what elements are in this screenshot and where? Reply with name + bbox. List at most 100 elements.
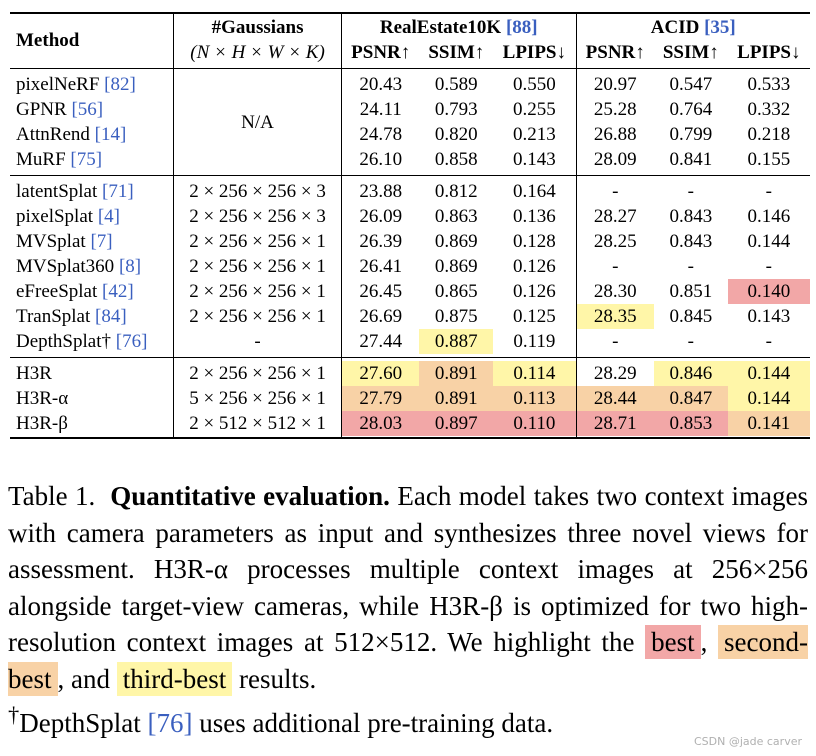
method-name: AttnRend (16, 124, 95, 145)
header-method: Method (10, 15, 175, 65)
method-name: H3R-α (16, 388, 69, 409)
metric-value: 28.71 (576, 411, 654, 436)
metric-value: - (687, 256, 694, 277)
citation-link[interactable]: [7] (90, 231, 113, 252)
citation-link[interactable]: [71] (102, 181, 134, 202)
table-row: H3R-α 5 × 256 × 256 × 1 27.79 0.891 0.113 28.… (10, 386, 810, 411)
metric-value: 0.799 (669, 124, 713, 145)
header-row-2: (N × H × W × K) PSNR↑ SSIM↑ LPIPS↓ PSNR↑ SSIM… (10, 40, 810, 65)
header-row-1: Method #Gaussians RealEstate10K [88] ACID [… (10, 15, 810, 65)
metric-value: 0.128 (493, 229, 577, 254)
metric-value: 0.155 (747, 149, 791, 170)
watermark: CSDN @jade carver (693, 735, 802, 748)
table-row: MuRF [75] 26.10 0.858 0.143 28.09 0.841 0.155 (10, 147, 810, 172)
metric-value: 0.141 (727, 411, 810, 436)
spacer-cell (173, 172, 342, 176)
table-row: pixelSplat [4] 2 × 256 × 256 × 3 26.09 0.86… (10, 204, 810, 229)
spacer-cell (10, 14, 175, 15)
citation-link[interactable]: [42] (102, 281, 134, 302)
spacer-cell (10, 172, 175, 176)
spacer-cell (10, 176, 175, 179)
metric-value: 0.126 (493, 254, 577, 279)
citation-link[interactable]: [35] (704, 17, 736, 38)
bottom-rule-line (10, 436, 810, 439)
citation-link[interactable]: [82] (104, 74, 136, 95)
method-name: pixelNeRF (16, 74, 105, 95)
method-cell: latentSplat [71] (10, 179, 175, 204)
metric-value: - (612, 331, 619, 352)
metric-value: 27.44 (359, 331, 403, 352)
metric-value: 0.144 (727, 361, 810, 386)
metric-value: 26.10 (359, 149, 403, 170)
metric-value: 27.79 (341, 386, 420, 411)
method-cell: DepthSplat† [76] (10, 329, 175, 354)
gaussians-cell: 5 × 256 × 256 × 1 (173, 386, 342, 411)
header-dataset-realestate: RealEstate10K [88] (341, 15, 577, 40)
metric-value: 0.843 (669, 206, 713, 227)
gaussians-cell: 2 × 256 × 256 × 1 (173, 279, 342, 304)
citation-link[interactable]: [4] (97, 206, 120, 227)
metric-value: 0.332 (747, 99, 791, 120)
method-name: latentSplat (16, 181, 103, 202)
metric-value: 0.847 (653, 386, 728, 411)
method-name: MVSplat (16, 231, 91, 252)
spacer-row (10, 172, 810, 176)
spacer-cell (10, 65, 175, 69)
metric-value: 0.213 (493, 122, 577, 147)
footnote-ref[interactable]: [76] (147, 708, 193, 738)
method-name: H3R-β (16, 413, 68, 434)
metric-value: 0.144 (747, 231, 791, 252)
citation-link[interactable]: [8] (118, 256, 142, 277)
caption-text-2: results. (232, 663, 317, 694)
metric-value: 0.764 (669, 99, 713, 120)
header-gaussians: #Gaussians (173, 15, 342, 40)
table-row: eFreeSplat [42] 2 × 256 × 256 × 1 26.45 0.8… (10, 279, 810, 304)
metric-value: 0.793 (434, 99, 478, 120)
metric-value: 0.891 (419, 386, 494, 411)
gaussians-cell: 2 × 512 × 512 × 1 (173, 411, 342, 436)
metric-value: 0.841 (669, 149, 713, 170)
metric-value: 0.869 (434, 256, 478, 277)
metric-value: 20.97 (593, 74, 637, 95)
metric-value: 0.865 (434, 281, 478, 302)
citation-link[interactable]: [75] (70, 149, 103, 170)
method-cell: eFreeSplat [42] (10, 279, 175, 304)
metric-value: 0.218 (747, 124, 791, 145)
citation-link[interactable]: [76] (115, 331, 148, 352)
metric-value: 0.136 (493, 204, 577, 229)
legend-best: best (645, 625, 701, 659)
citation-link[interactable]: [14] (94, 124, 127, 145)
table-row: MVSplat [7] 2 × 256 × 256 × 1 26.39 0.869 0.… (10, 229, 810, 254)
metric-value: 26.45 (359, 281, 403, 302)
table-row: H3R 2 × 256 × 256 × 1 27.60 0.891 0.114 28.29… (10, 361, 810, 386)
spacer-cell (173, 69, 342, 72)
metric-value: 0.146 (747, 206, 791, 227)
header-metric: LPIPS↓ (493, 40, 577, 65)
metric-value: 0.113 (493, 386, 577, 411)
group-rule-1 (10, 175, 810, 176)
metric-value: 28.03 (341, 411, 420, 436)
metric-value: 0.164 (493, 179, 577, 204)
metric-value: 0.533 (747, 74, 791, 95)
metric-value: 0.863 (434, 206, 478, 227)
citation-link[interactable]: [88] (505, 17, 538, 38)
bottom-rule (10, 436, 810, 439)
metric-value: 0.812 (434, 181, 478, 202)
header-metric: SSIM↑ (428, 42, 485, 63)
gaussians-cell: 2 × 256 × 256 × 1 (173, 229, 342, 254)
metric-value: 0.125 (493, 304, 577, 329)
method-cell: H3R-β (10, 411, 175, 436)
method-name: MuRF (16, 149, 71, 170)
metric-value: 0.858 (434, 149, 478, 170)
metric-value: 25.28 (593, 99, 637, 120)
spacer-cell (493, 14, 577, 15)
spacer-cell (10, 69, 175, 72)
caption-text-1: Each model takes two context images with… (8, 481, 808, 657)
citation-link[interactable]: [56] (71, 99, 104, 120)
spacer-cell (10, 358, 175, 361)
metric-value: 28.27 (593, 206, 637, 227)
citation-link[interactable]: [84] (95, 306, 127, 327)
metric-value: 0.119 (493, 329, 577, 354)
metric-value: 26.88 (593, 124, 637, 145)
metric-value: 0.110 (493, 411, 577, 436)
